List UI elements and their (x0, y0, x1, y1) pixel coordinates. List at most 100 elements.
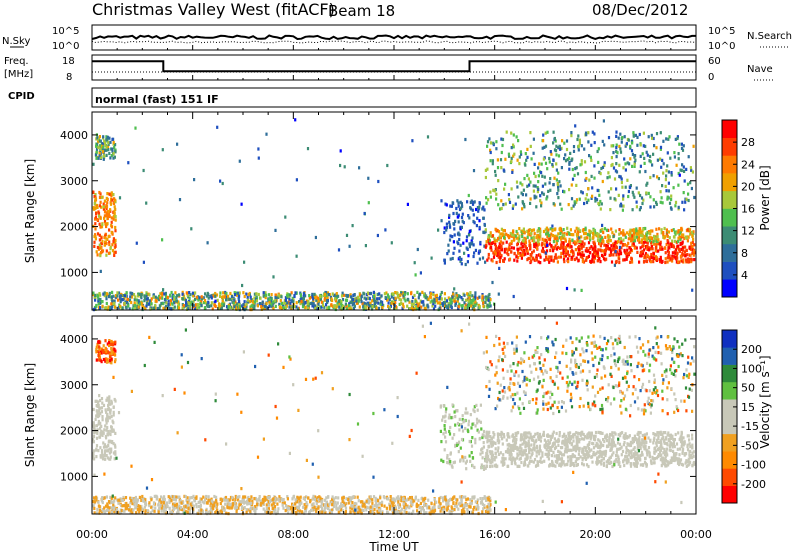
heatmap-cell (484, 175, 487, 180)
heatmap-cell (168, 506, 171, 510)
heatmap-cell (442, 508, 445, 512)
heatmap-cell (447, 502, 450, 506)
heatmap-cell (173, 495, 176, 499)
heatmap-cell (577, 148, 580, 152)
heatmap-cell (671, 259, 674, 263)
heatmap-cell (249, 305, 252, 309)
heatmap-cell (307, 302, 310, 306)
heatmap-cell (149, 307, 152, 311)
heatmap-cell (481, 298, 484, 302)
heatmap-cell (629, 234, 632, 238)
heatmap-cell (109, 457, 112, 461)
heatmap-cell (557, 171, 560, 175)
heatmap-cell (193, 498, 196, 502)
heatmap-cell (100, 195, 103, 200)
heatmap-cell (350, 307, 353, 311)
heatmap-cell (92, 423, 95, 427)
heatmap-cell (106, 307, 109, 311)
heatmap-cell (489, 499, 492, 503)
freq-tick-bottom: 8 (66, 72, 72, 83)
heatmap-cell (388, 298, 391, 302)
heatmap-cell (497, 236, 500, 241)
heatmap-cell (110, 346, 113, 350)
heatmap-cell (196, 306, 199, 310)
heatmap-cell (309, 296, 312, 300)
heatmap-cell (161, 497, 165, 501)
heatmap-cell (104, 359, 107, 363)
heatmap-cell (108, 228, 111, 232)
heatmap-cell (268, 297, 271, 301)
heatmap-cell (526, 258, 529, 262)
heatmap-cell (679, 236, 682, 240)
heatmap-cell (110, 191, 113, 195)
heatmap-cell (94, 307, 97, 311)
heatmap-cell (107, 234, 110, 239)
heatmap-cell (110, 447, 113, 451)
heatmap-cell (114, 242, 117, 246)
heatmap-cell (336, 501, 339, 505)
heatmap-cell (105, 410, 108, 414)
heatmap-cell (595, 198, 599, 202)
heatmap-cell (639, 193, 642, 198)
heatmap-cell (95, 345, 98, 349)
heatmap-cell (566, 226, 569, 230)
heatmap-cell (670, 194, 673, 198)
heatmap-cell (171, 502, 175, 506)
heatmap-cell (430, 502, 433, 506)
heatmap-cell (425, 504, 428, 508)
heatmap-cell (234, 506, 237, 510)
heatmap-cell (537, 227, 540, 231)
heatmap-cell (579, 239, 582, 243)
heatmap-cell (127, 503, 130, 507)
heatmap-cell (537, 187, 540, 191)
heatmap-cell (678, 229, 682, 233)
heatmap-cell (594, 251, 597, 255)
heatmap-cell (456, 297, 459, 301)
heatmap-cell (180, 506, 183, 510)
heatmap-cell (114, 358, 117, 362)
heatmap-cell (679, 168, 682, 172)
heatmap-cell (105, 360, 108, 364)
heatmap-cell (660, 196, 663, 200)
heatmap-cell (255, 299, 258, 303)
heatmap-cell (182, 295, 186, 299)
heatmap-cell (174, 299, 177, 303)
heatmap-cell (690, 258, 693, 262)
heatmap-cell (193, 178, 196, 182)
heatmap-cell (111, 419, 114, 423)
heatmap-cell (264, 305, 267, 309)
heatmap-cell (491, 280, 494, 285)
heatmap-cell (334, 496, 337, 500)
heatmap-cell (164, 509, 167, 513)
heatmap-cell (284, 298, 287, 302)
heatmap-cell (554, 253, 557, 257)
heatmap-cell (555, 241, 558, 245)
heatmap-cell (119, 304, 122, 309)
heatmap-cell (464, 495, 467, 499)
heatmap-cell (447, 302, 450, 306)
heatmap-cell (92, 291, 95, 295)
heatmap-cell (615, 260, 618, 264)
heatmap-cell (412, 302, 415, 306)
heatmap-cell (684, 235, 687, 239)
heatmap-cell (384, 296, 387, 300)
heatmap-cell (185, 301, 188, 305)
heatmap-cell (327, 506, 330, 510)
heatmap-cell (347, 497, 350, 501)
heatmap-cell (353, 501, 357, 506)
heatmap-cell (99, 297, 102, 302)
heatmap-cell (137, 299, 140, 303)
heatmap-cell (263, 495, 266, 499)
heatmap-cell (423, 307, 426, 311)
heatmap-cell (597, 160, 600, 164)
heatmap-cell (108, 136, 111, 140)
heatmap-cell (214, 291, 217, 296)
heatmap-cell (114, 496, 117, 500)
heatmap-cell (501, 143, 504, 148)
heatmap-cell (259, 503, 262, 507)
heatmap-cell (626, 178, 629, 182)
heatmap-cell (262, 291, 265, 295)
heatmap-cell (532, 228, 535, 232)
heatmap-cell (691, 288, 694, 292)
heatmap-cell (162, 501, 165, 505)
